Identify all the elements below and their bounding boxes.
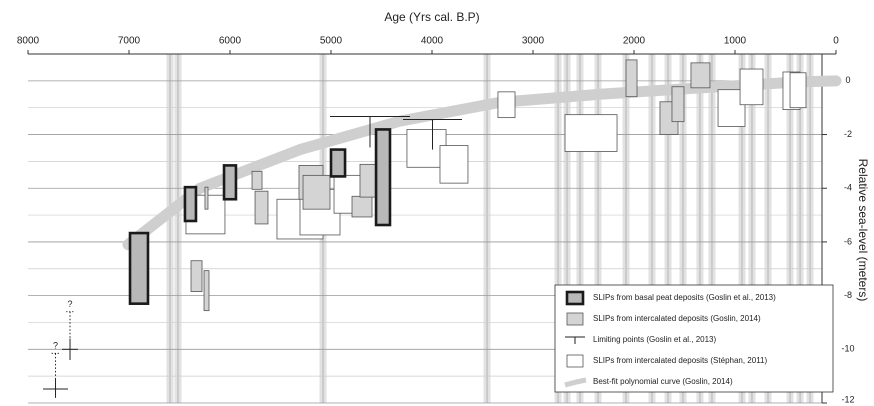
slip-box [359,163,377,198]
slip-box [222,164,238,201]
x-tick-label: 3000 [522,36,545,47]
slip-box [302,174,331,210]
slip-box [690,62,711,89]
legend-label: SLIPs from intercalated deposits (Stépha… [593,356,768,365]
slip-box [251,170,263,190]
x-tick-label: 0 [833,36,839,47]
slip-box [739,68,764,106]
x-axis-title: Age (Yrs cal. B.P) [384,10,479,24]
slip-box [190,260,203,292]
x-tick-label: 8000 [17,36,40,47]
legend [554,284,834,393]
y-tick-label: -10 [841,344,854,354]
x-tick-label: 4000 [421,36,444,47]
x-tick-label: 7000 [118,36,141,47]
slip-box [128,231,150,305]
slip-box [203,270,210,312]
y-tick-label: -6 [844,236,852,246]
slip-box [564,114,618,152]
slip-box [183,185,198,223]
y-tick-label: -12 [841,394,854,404]
slip-box [439,145,469,184]
legend-swatch [565,290,585,306]
slip-box [406,129,447,168]
limit-note: ? [53,341,58,351]
slip-box [497,91,516,119]
slip-box [329,148,347,178]
slip-box [789,72,807,109]
y-axis-title: Relative sea-level (meters) [856,159,870,302]
legend-label: Best-fit polynomial curve (Goslin, 2014) [593,377,733,386]
limit-note: ? [68,299,73,309]
legend-label: Limiting points (Goslin et al., 2013) [593,335,717,344]
legend-swatch [566,354,584,368]
legend-label: SLIPs from intercalated deposits (Goslin… [593,314,761,323]
slip-box [625,59,638,98]
x-tick-label: 1000 [724,36,747,47]
y-tick-label: -2 [844,129,852,139]
slip-box [254,190,269,225]
slip-box [374,128,392,227]
y-tick-label: -8 [844,290,852,300]
legend-swatch [564,377,587,388]
y-tick-label: -4 [844,183,852,193]
slip-box [351,195,373,218]
x-tick-label: 6000 [219,36,242,47]
x-tick-label: 2000 [623,36,646,47]
y-tick-label: 0 [845,75,850,85]
x-tick-label: 5000 [320,36,343,47]
slip-box [204,186,209,210]
slip-box [671,86,685,123]
legend-label: SLIPs from basal peat deposits (Goslin e… [593,293,776,302]
legend-swatch [566,312,584,326]
